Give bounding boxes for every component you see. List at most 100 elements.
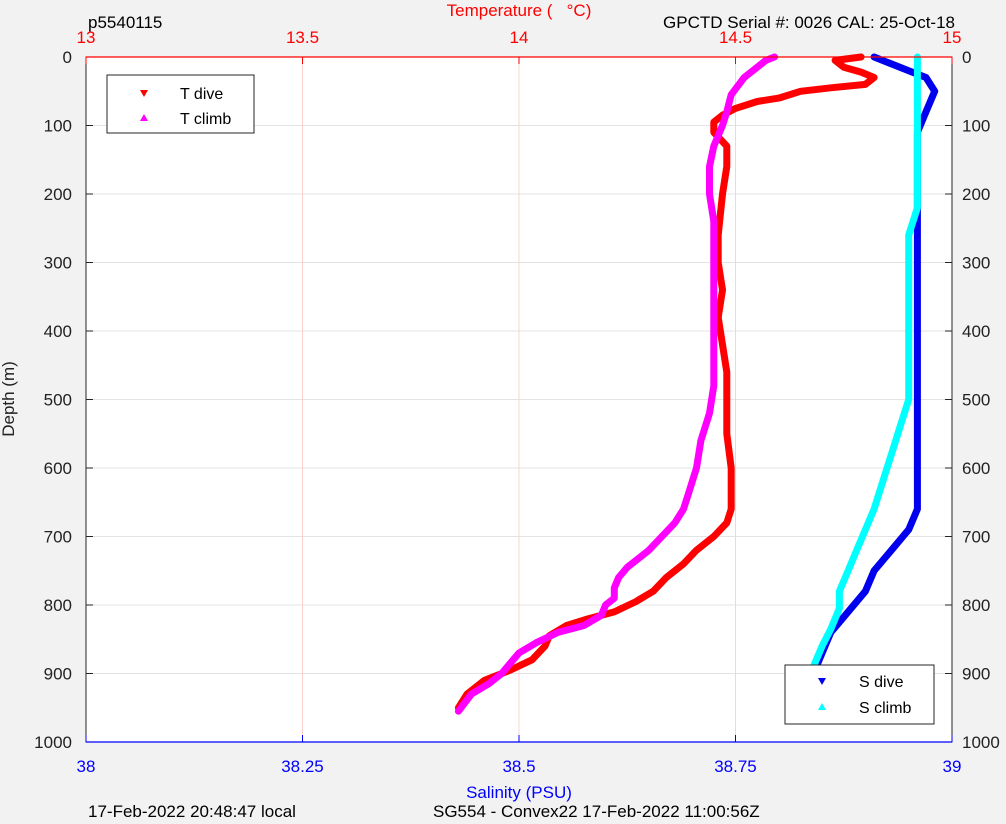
depth-tick-label-left: 900: [44, 665, 72, 684]
data-point-s-climb: [914, 94, 921, 102]
data-point-s-dive: [914, 273, 921, 280]
depth-tick-label-right: 800: [962, 596, 990, 615]
data-point-s-dive: [905, 67, 912, 74]
data-point-s-climb: [827, 625, 834, 633]
data-point-s-dive: [905, 526, 912, 533]
data-point-t-climb: [602, 601, 609, 609]
data-point-t-dive: [719, 286, 726, 294]
depth-tick-label-left: 500: [44, 391, 72, 410]
grid-layer: [86, 57, 952, 742]
data-point-t-climb: [719, 122, 726, 129]
triangle-up-icon: [140, 114, 148, 121]
data-point-t-dive: [728, 464, 735, 472]
triangle-up-icon: [818, 703, 826, 710]
salinity-tick-label: 38.75: [714, 757, 757, 776]
data-point-t-dive: [723, 368, 730, 376]
data-point-s-climb: [836, 588, 843, 595]
data-point-s-dive: [914, 437, 921, 444]
data-point-s-climb: [879, 478, 886, 485]
temperature-axis-label: Temperature ( °C): [447, 1, 592, 20]
data-point-t-climb: [455, 708, 462, 715]
depth-tick-label-left: 600: [44, 459, 72, 478]
data-point-t-dive: [857, 68, 865, 76]
depth-tick-label-right: 100: [962, 117, 990, 136]
salinity-tick-label: 38: [77, 757, 96, 776]
data-point-t-dive: [719, 341, 726, 348]
data-point-s-climb: [905, 231, 912, 239]
legend-s-climb-marker: [818, 703, 826, 710]
data-point-t-climb: [485, 680, 492, 687]
depth-tick-label-left: 300: [44, 254, 72, 273]
depth-tick-label-left: 800: [44, 596, 72, 615]
data-point-t-dive: [797, 88, 804, 95]
data-point-t-climb: [710, 382, 717, 389]
series-line-s-climb: [792, 53, 921, 715]
data-point-s-dive: [931, 88, 938, 95]
data-point-t-climb: [697, 437, 705, 444]
data-point-t-dive: [827, 84, 834, 92]
data-point-t-dive: [728, 505, 735, 513]
data-point-t-dive: [723, 396, 730, 403]
salinity-tick-label: 39: [943, 757, 962, 776]
temperature-tick-label: 14.5: [719, 28, 752, 47]
series-layer: [454, 53, 939, 715]
data-point-s-dive: [914, 505, 921, 513]
data-point-s-dive: [914, 314, 921, 321]
data-point-s-climb: [905, 368, 912, 376]
serial-info: GPCTD Serial #: 0026 CAL: 25-Oct-18: [663, 13, 955, 32]
depth-tick-label-left: 100: [44, 117, 72, 136]
data-point-t-climb: [645, 547, 653, 554]
legend-s-climb-label: S climb: [859, 700, 912, 717]
data-point-t-climb: [710, 327, 717, 335]
data-point-t-dive: [840, 64, 847, 71]
data-point-t-dive: [680, 560, 687, 568]
legend-t-climb-label: T climb: [180, 111, 231, 128]
data-point-t-climb: [632, 557, 640, 564]
data-point-t-dive: [719, 190, 726, 198]
depth-tick-label-right: 700: [962, 528, 990, 547]
data-point-t-climb: [693, 464, 700, 472]
depth-tick-label-right: 500: [962, 391, 990, 410]
depth-tick-label-right: 300: [962, 254, 990, 273]
data-point-t-climb: [723, 108, 730, 116]
data-point-t-climb: [710, 355, 717, 362]
data-point-t-climb: [671, 519, 679, 526]
data-point-t-climb: [498, 670, 505, 677]
data-point-t-climb: [706, 163, 713, 170]
data-point-s-climb: [888, 451, 895, 458]
data-point-t-climb: [710, 245, 717, 252]
data-point-t-dive: [693, 547, 700, 554]
data-point-t-climb: [710, 218, 717, 225]
data-point-s-climb: [914, 204, 921, 211]
depth-tick-label-right: 400: [962, 322, 990, 341]
data-point-t-dive: [632, 598, 640, 605]
data-point-s-dive: [844, 608, 852, 616]
data-point-t-climb: [728, 91, 735, 98]
data-point-t-dive: [831, 57, 839, 64]
depth-tick-label-right: 0: [962, 48, 971, 67]
data-point-t-dive: [611, 608, 618, 616]
data-point-s-climb: [870, 505, 878, 513]
depth-tick-label-left: 200: [44, 185, 72, 204]
salinity-tick-label: 38.5: [502, 757, 535, 776]
data-point-t-climb: [468, 690, 475, 698]
data-point-t-climb: [762, 57, 769, 64]
legend-temperature-box: [106, 74, 255, 134]
depth-tick-label-right: 200: [962, 185, 990, 204]
depth-tick-label-right: 1000: [962, 733, 1000, 752]
data-point-s-climb: [914, 177, 921, 184]
data-point-s-dive: [922, 108, 930, 116]
triangle-down-icon: [140, 90, 148, 97]
data-point-t-dive: [541, 642, 549, 650]
data-point-t-climb: [624, 564, 631, 571]
data-point-t-climb: [554, 629, 562, 636]
legend-s-dive-marker: [818, 678, 826, 685]
temperature-tick-label: 15: [943, 28, 962, 47]
depth-tick-label-left: 0: [63, 48, 72, 67]
temperature-tick-label: 13.5: [286, 28, 319, 47]
data-point-t-dive: [862, 81, 869, 88]
data-point-s-climb: [905, 314, 912, 321]
series-t-climb: [454, 53, 778, 715]
profile-id: p5540115: [88, 13, 162, 32]
depth-tick-label-left: 700: [44, 528, 72, 547]
